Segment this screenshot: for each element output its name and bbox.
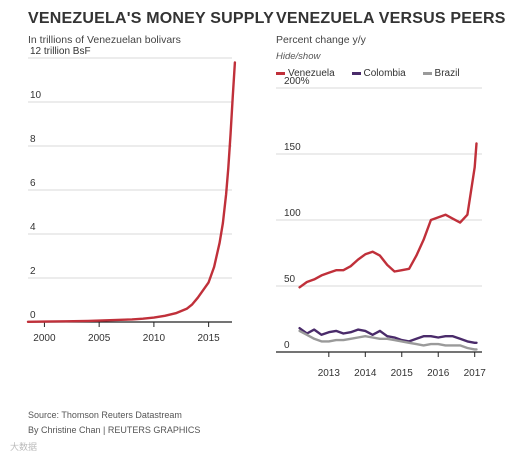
- legend: Venezuela Colombia Brazil: [276, 68, 474, 79]
- legend-swatch-colombia: [351, 71, 361, 75]
- money-supply-ytick-label: 12 trillion BsF: [30, 46, 91, 57]
- right-chart-subtitle: Percent change y/y: [276, 34, 366, 46]
- hide-show-label[interactable]: Hide/show: [276, 51, 321, 62]
- peers-series-venezuela: [298, 142, 478, 289]
- money-supply-xtick-label: 2015: [198, 333, 221, 344]
- legend-label-brazil: Brazil: [434, 68, 460, 79]
- peers-xtick-label: 2015: [391, 368, 414, 379]
- byline: By Christine Chan | REUTERS GRAPHICS: [28, 425, 201, 435]
- peers-ytick-label: 200%: [284, 76, 310, 87]
- peers-ytick-label: 0: [284, 340, 290, 351]
- peers-xtick-label: 2013: [318, 368, 341, 379]
- left-chart-title: VENEZUELA'S MONEY SUPPLY: [28, 10, 274, 27]
- peers-xtick-label: 2017: [464, 368, 487, 379]
- money-supply-ytick-label: 2: [30, 266, 36, 277]
- peers-ytick-label: 150: [284, 142, 301, 153]
- money-supply-ytick-label: 10: [30, 90, 42, 101]
- peers-series-brazil: [298, 329, 478, 351]
- money-supply-xtick-label: 2000: [33, 333, 56, 344]
- money-supply-xtick-label: 2005: [88, 333, 111, 344]
- peers-series-colombia: [298, 327, 478, 344]
- money-supply-ytick-label: 4: [30, 222, 36, 233]
- legend-label-colombia: Colombia: [363, 68, 406, 79]
- legend-label-venezuela: Venezuela: [288, 68, 335, 79]
- money-supply-ytick-label: 8: [30, 134, 36, 145]
- legend-item-venezuela[interactable]: Venezuela: [276, 68, 335, 79]
- money-supply-ytick-label: 0: [30, 310, 36, 321]
- watermark: 大数据: [10, 442, 38, 452]
- legend-item-brazil[interactable]: Brazil: [422, 68, 460, 79]
- legend-swatch-venezuela: [276, 71, 285, 75]
- peers-ytick-label: 50: [284, 274, 296, 285]
- legend-swatch-brazil: [422, 71, 432, 75]
- money-supply-series-venezuela: [26, 61, 237, 323]
- peers-xtick-label: 2016: [427, 368, 450, 379]
- money-supply-xtick-label: 2010: [143, 333, 166, 344]
- money-supply-ytick-label: 6: [30, 178, 36, 189]
- peers-xtick-label: 2014: [354, 368, 377, 379]
- source-note: Source: Thomson Reuters Datastream: [28, 410, 182, 420]
- legend-item-colombia[interactable]: Colombia: [351, 68, 406, 79]
- peers-ytick-label: 100: [284, 208, 301, 219]
- left-chart-subtitle: In trillions of Venezuelan bolivars: [28, 34, 181, 46]
- right-chart-title: VENEZUELA VERSUS PEERS: [276, 10, 506, 27]
